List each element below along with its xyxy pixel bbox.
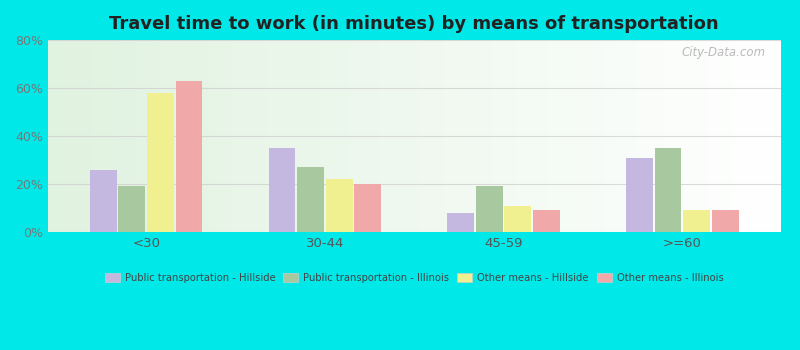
Bar xyxy=(505,205,531,232)
Bar xyxy=(533,210,560,232)
Bar xyxy=(712,210,738,232)
Bar xyxy=(683,210,710,232)
Bar xyxy=(654,148,682,232)
Bar xyxy=(626,158,653,232)
Bar xyxy=(147,93,174,232)
Bar xyxy=(297,167,324,232)
Bar xyxy=(447,213,474,232)
Bar xyxy=(476,186,502,232)
Bar xyxy=(326,179,353,232)
Bar xyxy=(90,169,117,232)
Title: Travel time to work (in minutes) by means of transportation: Travel time to work (in minutes) by mean… xyxy=(110,15,719,33)
Legend: Public transportation - Hillside, Public transportation - Illinois, Other means : Public transportation - Hillside, Public… xyxy=(100,267,729,288)
Bar xyxy=(269,148,295,232)
Bar xyxy=(176,81,202,232)
Bar xyxy=(118,186,146,232)
Text: City-Data.com: City-Data.com xyxy=(682,46,766,59)
Bar xyxy=(354,184,381,232)
